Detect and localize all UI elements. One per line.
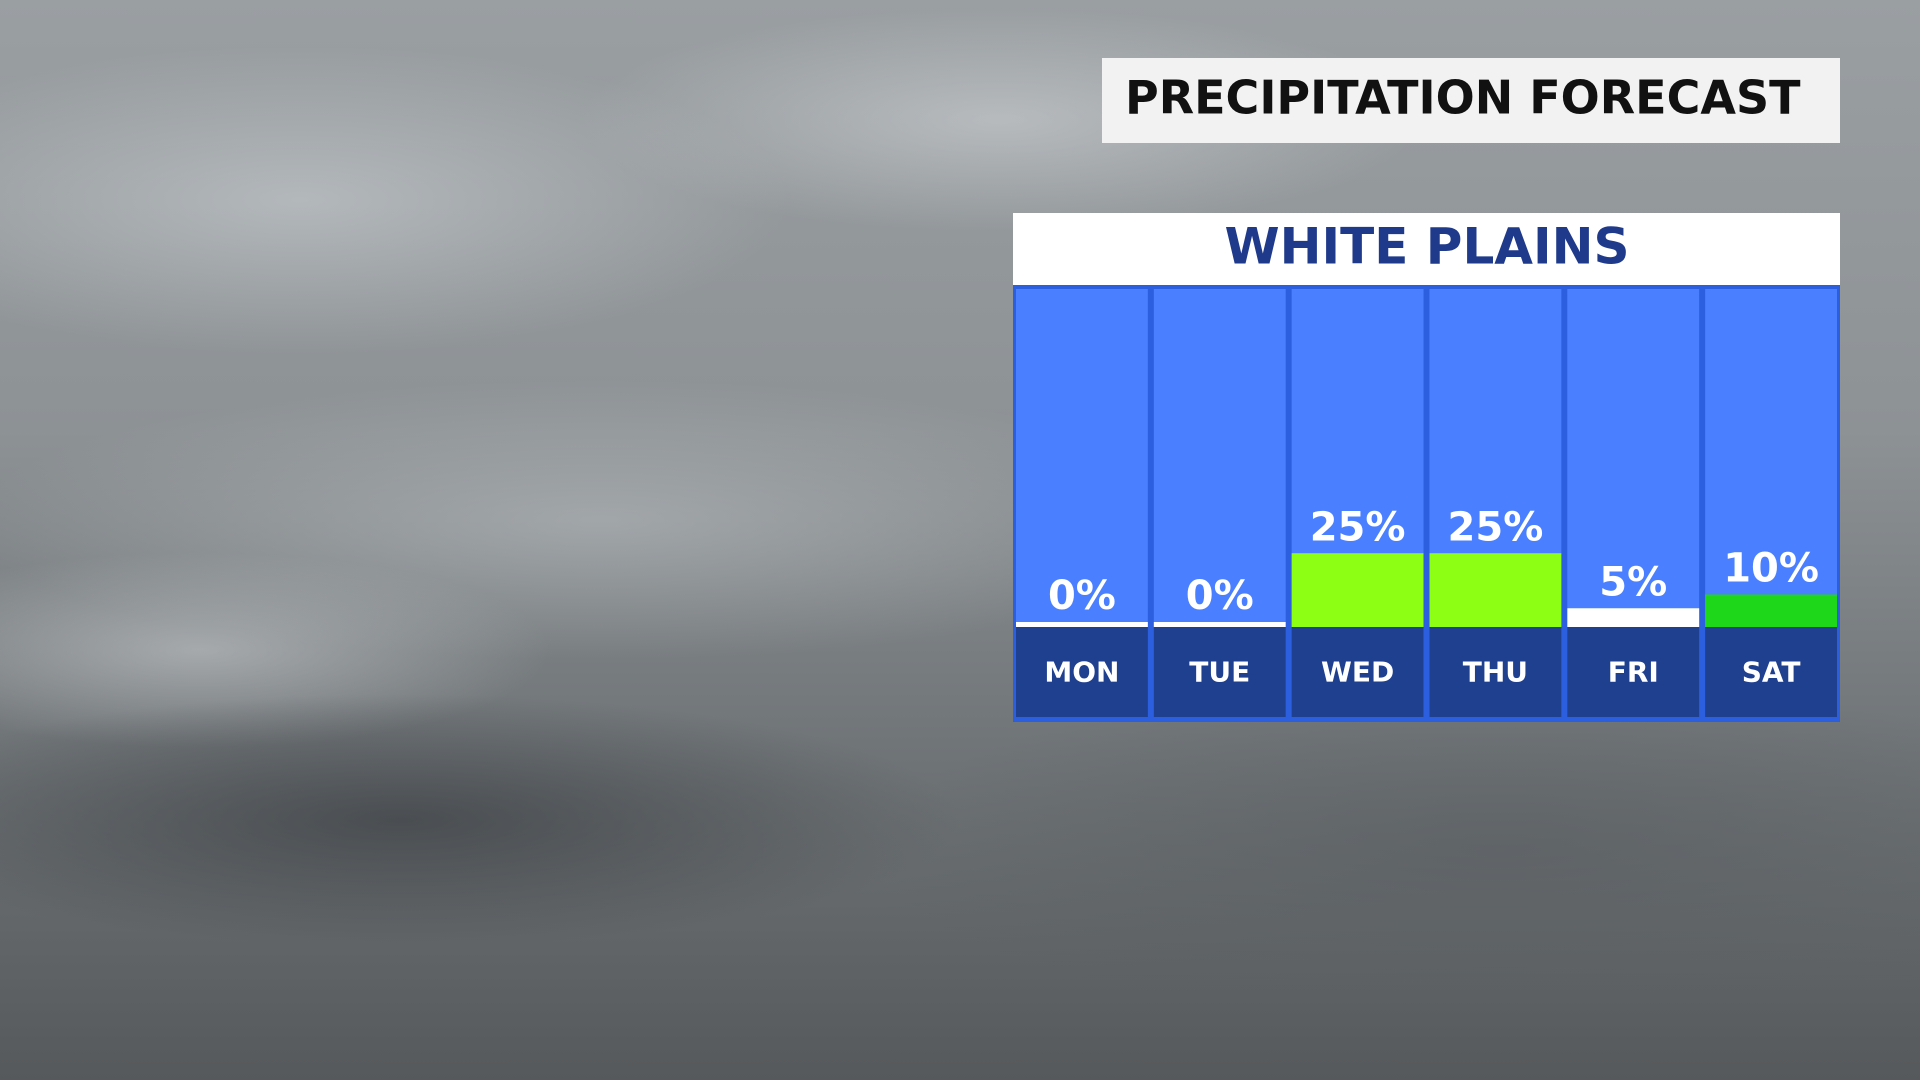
day-label-box — [1153, 627, 1286, 717]
value-label: 25% — [1310, 504, 1406, 550]
day-label-box — [1429, 627, 1562, 717]
x-tick-label: TUE — [1189, 656, 1250, 689]
day-label-box — [1016, 627, 1148, 717]
x-tick-label: FRI — [1608, 656, 1659, 689]
chart-subtitle: WHITE PLAINS — [1225, 218, 1630, 276]
bar — [1016, 622, 1148, 627]
bar — [1153, 622, 1286, 627]
value-label: 0% — [1048, 573, 1116, 619]
value-label: 0% — [1186, 573, 1254, 619]
value-label: 25% — [1448, 504, 1544, 550]
bar — [1291, 553, 1424, 627]
day-column — [1705, 289, 1837, 627]
bar — [1705, 594, 1837, 627]
x-tick-label: WED — [1321, 656, 1394, 689]
value-label: 10% — [1723, 546, 1819, 592]
x-tick-label: THU — [1463, 656, 1528, 689]
x-tick-label: MON — [1044, 656, 1119, 689]
value-label: 5% — [1599, 559, 1667, 605]
bar — [1567, 608, 1700, 627]
day-column — [1153, 289, 1286, 627]
chart-title: PRECIPITATION FORECAST — [1125, 71, 1801, 125]
day-label-box — [1291, 627, 1424, 717]
day-label-box — [1567, 627, 1700, 717]
title-box — [1102, 58, 1840, 143]
header-box — [1013, 213, 1840, 285]
panel — [1013, 213, 1840, 722]
bar — [1429, 553, 1562, 627]
day-column — [1016, 289, 1148, 627]
day-column — [1567, 289, 1700, 627]
x-tick-label: SAT — [1742, 656, 1801, 689]
day-label-box — [1705, 627, 1837, 717]
